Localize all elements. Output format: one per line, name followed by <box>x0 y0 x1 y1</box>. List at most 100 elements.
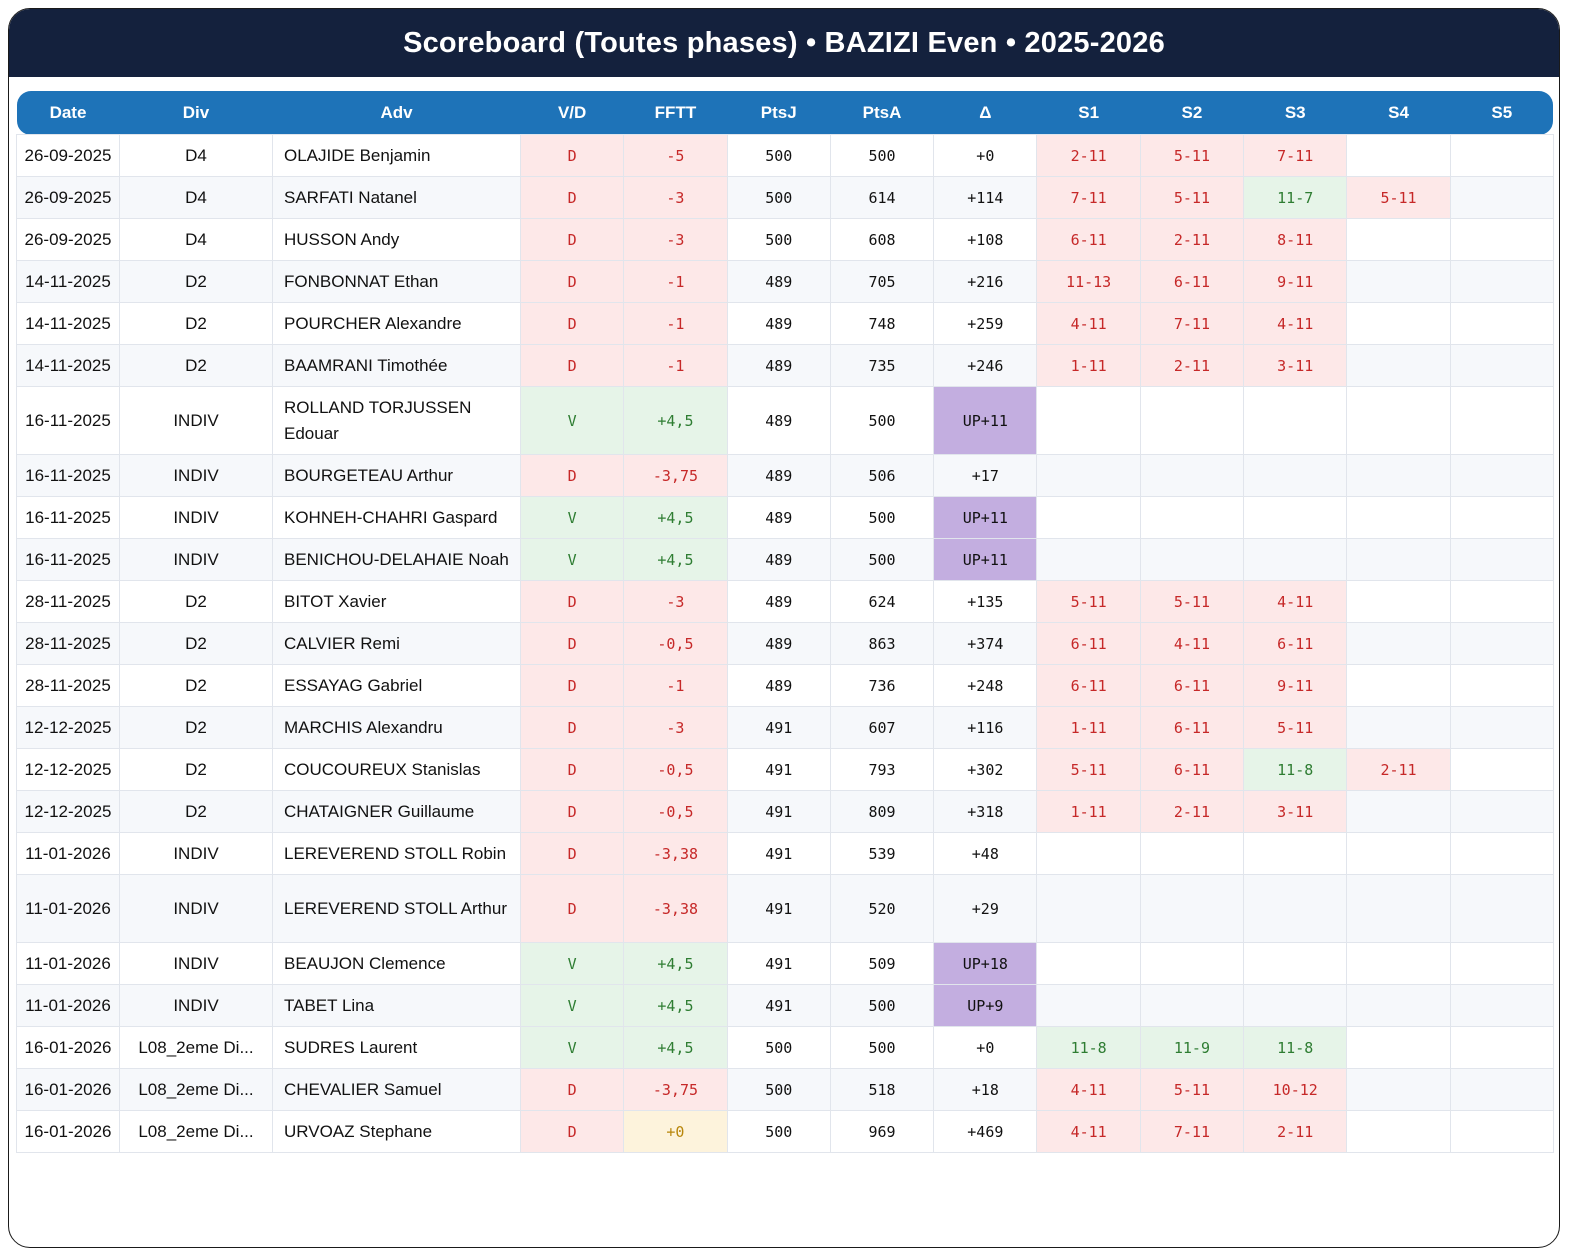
cell-set-1: 5-11 <box>1036 580 1141 623</box>
cell-set-4 <box>1346 942 1451 985</box>
cell-set-2: 6-11 <box>1139 260 1245 303</box>
cell-set-5 <box>1449 1110 1554 1153</box>
cell-vd: V <box>519 496 625 539</box>
cell-ptsa: 500 <box>829 134 935 177</box>
cell-delta: +302 <box>933 748 1038 791</box>
cell-set-4 <box>1346 790 1451 833</box>
cell-set-2: 7-11 <box>1139 302 1245 345</box>
cell-set-2: 5-11 <box>1139 1068 1245 1111</box>
cell-fftt: -0,5 <box>623 790 728 833</box>
cell-vd: D <box>519 1110 625 1153</box>
cell-set-3 <box>1243 832 1348 875</box>
cell-adv: FONBONNAT Ethan <box>272 260 521 303</box>
cell-set-5 <box>1449 580 1554 623</box>
cell-set-3: 6-11 <box>1243 622 1348 665</box>
cell-set-4 <box>1346 454 1451 497</box>
cell-div: INDIV <box>119 832 273 875</box>
cell-set-3 <box>1243 942 1348 985</box>
cell-set-5 <box>1449 496 1554 539</box>
cell-vd: V <box>519 386 625 455</box>
cell-adv: CHATAIGNER Guillaume <box>272 790 521 833</box>
cell-set-1 <box>1036 874 1141 943</box>
cell-delta: UP+11 <box>933 386 1038 455</box>
column-header-s4: S4 <box>1346 91 1451 135</box>
table-row: 16-11-2025 INDIV BOURGETEAU Arthur D -3,75 48… <box>16 454 1554 497</box>
cell-set-3: 11-8 <box>1243 1026 1348 1069</box>
cell-adv: BITOT Xavier <box>272 580 521 623</box>
table-row: 16-01-2026 L08_2eme Di... SUDRES Laurent V +… <box>16 1026 1554 1069</box>
cell-set-5 <box>1449 664 1554 707</box>
cell-set-2: 5-11 <box>1139 176 1245 219</box>
cell-fftt: -3 <box>623 706 728 749</box>
cell-set-1: 6-11 <box>1036 664 1141 707</box>
cell-vd: V <box>519 984 625 1027</box>
column-header-div: Div <box>119 91 273 135</box>
cell-set-3: 5-11 <box>1243 706 1348 749</box>
cell-ptsa: 614 <box>829 176 935 219</box>
column-header-date: Date <box>16 91 120 135</box>
table-row: 12-12-2025 D2 CHATAIGNER Guillaume D -0,5 491… <box>16 790 1554 833</box>
cell-set-3 <box>1243 984 1348 1027</box>
cell-delta: +116 <box>933 706 1038 749</box>
cell-set-3: 9-11 <box>1243 664 1348 707</box>
column-header-delta: Δ <box>933 91 1037 135</box>
cell-set-5 <box>1449 134 1554 177</box>
cell-div: D2 <box>119 790 273 833</box>
cell-set-1: 7-11 <box>1036 176 1141 219</box>
cell-ptsa: 500 <box>829 538 935 581</box>
cell-set-2: 5-11 <box>1139 580 1245 623</box>
cell-ptsj: 491 <box>726 984 831 1027</box>
cell-date: 14-11-2025 <box>16 344 120 387</box>
cell-ptsa: 506 <box>829 454 935 497</box>
cell-vd: D <box>519 134 625 177</box>
cell-vd: V <box>519 538 625 581</box>
table-row: 16-11-2025 INDIV KOHNEH-CHAHRI Gaspard V +4,… <box>16 496 1554 539</box>
cell-adv: CHEVALIER Samuel <box>272 1068 521 1111</box>
cell-date: 26-09-2025 <box>16 176 120 219</box>
cell-date: 12-12-2025 <box>16 748 120 791</box>
cell-ptsj: 491 <box>726 790 831 833</box>
cell-adv: POURCHER Alexandre <box>272 302 521 345</box>
cell-set-5 <box>1449 832 1554 875</box>
cell-div: D4 <box>119 218 273 261</box>
cell-adv: LEREVEREND STOLL Robin <box>272 832 521 875</box>
cell-div: INDIV <box>119 942 273 985</box>
cell-fftt: -0,5 <box>623 748 728 791</box>
cell-div: D4 <box>119 134 273 177</box>
cell-ptsj: 489 <box>726 386 831 455</box>
cell-delta: UP+11 <box>933 538 1038 581</box>
cell-ptsj: 489 <box>726 496 831 539</box>
cell-set-5 <box>1449 622 1554 665</box>
cell-fftt: -1 <box>623 344 728 387</box>
scoreboard-table-wrapper: Date Div Adv V/D FFTT PtsJ PtsA Δ S1 S2 S3 S4 S5 26-… <box>16 91 1554 1153</box>
cell-set-2 <box>1139 538 1245 581</box>
cell-date: 11-01-2026 <box>16 984 120 1027</box>
cell-set-1: 1-11 <box>1036 706 1141 749</box>
cell-vd: D <box>519 706 625 749</box>
table-row: 11-01-2026 INDIV LEREVEREND STOLL Arthur D -… <box>16 874 1554 943</box>
cell-adv: BAAMRANI Timothée <box>272 344 521 387</box>
cell-fftt: +0 <box>623 1110 728 1153</box>
cell-adv: COUCOUREUX Stanislas <box>272 748 521 791</box>
cell-date: 16-11-2025 <box>16 386 120 455</box>
cell-fftt: -3,75 <box>623 1068 728 1111</box>
cell-set-1: 4-11 <box>1036 1068 1141 1111</box>
cell-ptsj: 489 <box>726 260 831 303</box>
cell-set-5 <box>1449 942 1554 985</box>
cell-set-3: 8-11 <box>1243 218 1348 261</box>
cell-set-2: 2-11 <box>1139 218 1245 261</box>
cell-ptsj: 500 <box>726 1110 831 1153</box>
table-row: 26-09-2025 D4 SARFATI Natanel D -3 500 614 +114… <box>16 176 1554 219</box>
cell-set-3: 11-8 <box>1243 748 1348 791</box>
cell-date: 16-01-2026 <box>16 1110 120 1153</box>
cell-ptsj: 491 <box>726 942 831 985</box>
cell-ptsj: 500 <box>726 176 831 219</box>
cell-adv: SUDRES Laurent <box>272 1026 521 1069</box>
table-row: 16-11-2025 INDIV ROLLAND TORJUSSEN Edouar V… <box>16 386 1554 455</box>
cell-ptsa: 509 <box>829 942 935 985</box>
column-header-s1: S1 <box>1036 91 1141 135</box>
cell-ptsa: 863 <box>829 622 935 665</box>
table-row: 11-01-2026 INDIV TABET Lina V +4,5 491 500 UP+9 <box>16 984 1554 1027</box>
cell-date: 16-01-2026 <box>16 1068 120 1111</box>
cell-delta: +259 <box>933 302 1038 345</box>
